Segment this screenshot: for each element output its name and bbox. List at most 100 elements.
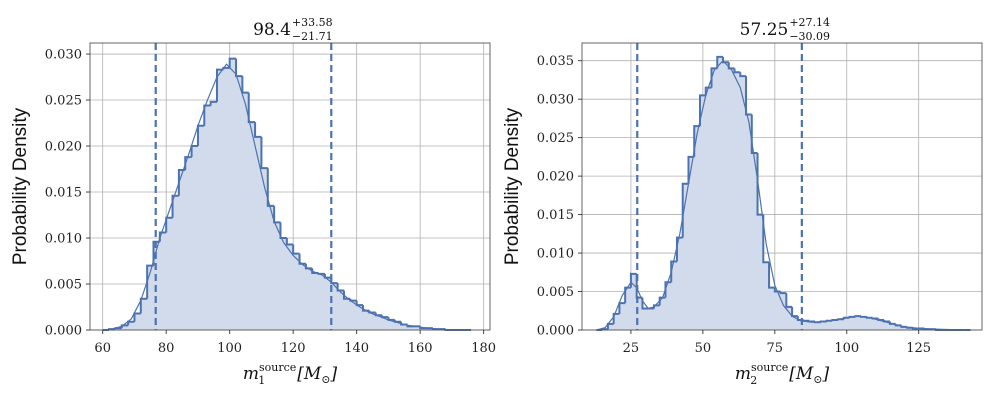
title-upper-error: +27.14: [789, 16, 830, 29]
y-tick-label: 0.025: [45, 94, 82, 109]
histogram-bin: [368, 310, 376, 314]
histogram-bin: [727, 62, 735, 70]
y-tick-label: 0.010: [45, 232, 82, 247]
x-axis-label-var: m: [735, 364, 751, 384]
histogram-bin: [209, 100, 217, 106]
histogram-bin: [285, 238, 294, 246]
histogram-bin: [381, 315, 389, 319]
histogram-bin: [802, 319, 810, 322]
histogram-bin: [773, 287, 781, 293]
x-tick-label: 180: [471, 341, 496, 356]
x-tick-label: 100: [834, 341, 859, 356]
chart-panel-1: 60 80 100 120 140 160 180 0.000 0.005 0.010 0.015 0…: [10, 16, 496, 387]
chart-panel-2: 25 50 75 100 125 0.000 0.005 0.010 0.015 0.020 0.0…: [502, 16, 983, 387]
histogram-bin: [304, 263, 313, 270]
histogram-bin: [260, 136, 268, 170]
histogram-bin: [387, 317, 395, 321]
histogram-fill: [596, 56, 971, 331]
histogram-bin: [658, 296, 666, 306]
title-lower-error: −30.09: [789, 30, 830, 43]
histogram-bin: [152, 240, 160, 266]
x-axis-label-sub: 2: [750, 374, 757, 387]
x-tick-label: 120: [281, 341, 306, 356]
histogram-bin: [808, 320, 816, 323]
histogram-bin: [247, 92, 256, 124]
y-tick-label: 0.025: [537, 131, 574, 146]
histogram-bin: [785, 293, 793, 308]
histogram-bin: [791, 306, 798, 318]
x-axis-label-sup: source: [751, 361, 788, 374]
x-axis-label-var: m: [243, 364, 259, 384]
histogram-bin: [612, 312, 620, 324]
y-tick-label: 0.035: [537, 54, 574, 69]
y-axis-label: Probability Density: [10, 107, 31, 265]
histogram-bin: [739, 72, 747, 78]
y-tick-label: 0.005: [45, 278, 82, 293]
histogram-bin: [779, 291, 787, 295]
y-tick-label: 0.020: [45, 140, 82, 155]
histogram-bin: [215, 68, 224, 102]
histogram-bin: [670, 260, 677, 283]
x-axis-label-sup: source: [259, 361, 296, 374]
histogram-bin: [624, 286, 631, 304]
y-tick-label: 0.005: [537, 285, 574, 300]
histogram-bin: [266, 168, 275, 207]
axes-frame: [89, 42, 491, 331]
x-axis-label-unit: [M: [789, 364, 814, 384]
axes-frame: [581, 42, 983, 331]
y-tick-label: 0.020: [537, 170, 574, 185]
histogram-fill: [102, 58, 471, 331]
histogram-bin: [241, 76, 249, 94]
histogram-bin: [750, 114, 758, 155]
histogram-bin: [203, 104, 211, 126]
x-axis-label-unit-sub: ⊙: [321, 373, 330, 386]
histogram-bin: [298, 253, 306, 265]
x-tick-label: 160: [408, 341, 433, 356]
x-tick-label: 75: [767, 341, 784, 356]
x-axis-label: msource 2 [M⊙]: [735, 361, 830, 387]
x-tick-label: 60: [94, 341, 111, 356]
histogram-bin: [254, 122, 262, 138]
x-axis-label-sub: 1: [258, 374, 265, 387]
x-axis-label-unit-close: ]: [822, 364, 830, 384]
chart-title: 57.25: [740, 20, 789, 40]
x-tick-label: 50: [695, 341, 712, 356]
x-axis-label-unit-sub: ⊙: [813, 373, 822, 386]
histogram-bin: [745, 76, 752, 116]
x-tick-label: 125: [906, 341, 931, 356]
y-tick-label: 0.010: [537, 247, 574, 262]
x-axis-label-unit: [M: [297, 364, 322, 384]
histogram-bin: [292, 244, 300, 255]
histogram-bin: [171, 194, 179, 218]
y-tick-label: 0.000: [537, 324, 574, 339]
histogram-bin: [756, 153, 764, 216]
x-axis-label-unit-close: ]: [330, 364, 338, 384]
title-lower-error: −21.71: [292, 30, 333, 43]
histogram-bin: [664, 281, 672, 298]
histogram-bin: [349, 298, 357, 302]
histogram-bin: [762, 214, 770, 264]
histogram-bin: [355, 300, 364, 307]
histogram-bin: [716, 55, 724, 69]
title-upper-error: +33.58: [292, 16, 333, 29]
histogram-bin: [704, 86, 712, 96]
kde-line: [596, 59, 962, 331]
histogram-bin: [693, 125, 700, 157]
histogram-bin: [165, 216, 173, 233]
histogram-bin: [120, 324, 129, 329]
y-tick-label: 0.030: [537, 93, 574, 108]
x-tick-label: 80: [158, 341, 175, 356]
y-tick-label: 0.015: [537, 208, 574, 223]
histogram-bin: [698, 94, 706, 127]
y-tick-label: 0.015: [45, 186, 82, 201]
y-tick-label: 0.000: [45, 324, 82, 339]
x-tick-label: 25: [623, 341, 640, 356]
x-axis-label: msource 1 [M⊙]: [243, 361, 338, 387]
histogram-bin: [146, 264, 154, 299]
histogram-bin: [768, 262, 775, 289]
histogram-bin: [279, 222, 287, 240]
y-tick-label: 0.030: [45, 48, 82, 63]
histogram-bin: [722, 56, 729, 64]
histogram-bin: [273, 205, 281, 224]
